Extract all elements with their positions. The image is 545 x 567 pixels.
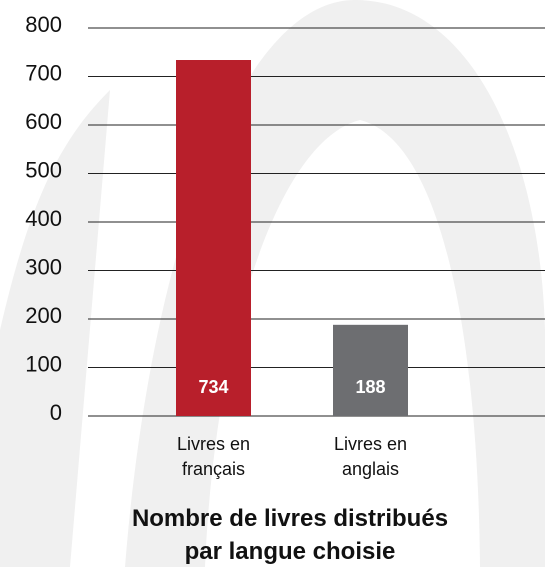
bar [333,324,408,416]
y-tick-label: 100 [25,351,62,376]
bar [176,60,251,416]
y-tick-label: 0 [50,400,62,425]
y-tick-label: 400 [25,206,62,231]
y-tick-label: 600 [25,109,62,134]
y-tick-label: 700 [25,60,62,85]
y-tick-label: 300 [25,254,62,279]
data-label: 734 [198,377,228,397]
data-label: 188 [355,377,385,397]
x-tick-label: Livres en anglais [334,434,407,479]
y-tick-label: 800 [25,12,62,37]
x-tick-label: Livres en français [177,434,250,479]
chart-title: Nombre de livres distribués par langue ch… [132,505,448,565]
y-tick-label: 200 [25,303,62,328]
y-tick-label: 500 [25,157,62,182]
